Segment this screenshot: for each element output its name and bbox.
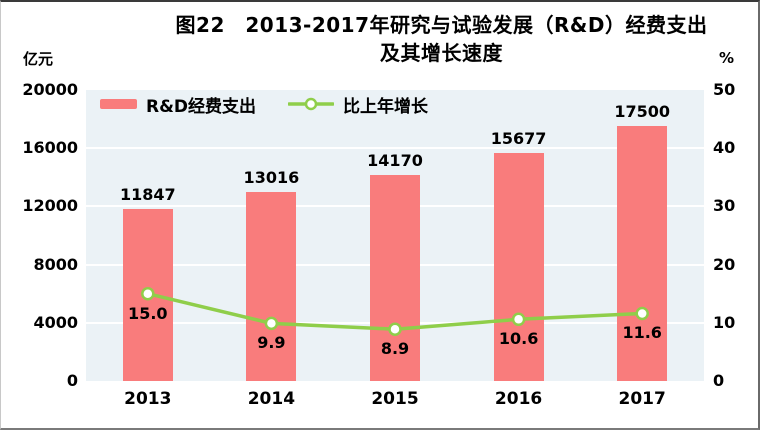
right-tick-10: 10 <box>713 312 736 332</box>
left-tick-12000: 12000 <box>22 196 78 216</box>
x-label-2016: 2016 <box>494 389 543 409</box>
bar-value-label-2014: 13016 <box>243 167 300 187</box>
growth-value-label-2016: 10.6 <box>498 329 539 349</box>
x-label-2017: 2017 <box>618 389 666 409</box>
chart-title: 图22 2013-2017年研究与试验发展（R&D）经费支出 及其增长速度 <box>129 11 754 67</box>
right-tick-30: 30 <box>713 196 736 216</box>
left-axis-tick-labels: 0 4000 8000 12000 16000 20000 <box>1 2 78 428</box>
left-tick-0: 0 <box>66 371 78 390</box>
x-label-2015: 2015 <box>371 389 419 409</box>
right-tick-20: 20 <box>713 254 736 274</box>
growth-marker-2013 <box>141 286 155 301</box>
growth-value-label-2013: 15.0 <box>128 303 168 323</box>
legend-line-series-label: 比上年增长 <box>343 96 429 117</box>
right-tick-50: 50 <box>713 80 736 99</box>
chart-title-line1: 图22 2013-2017年研究与试验发展（R&D）经费支出 <box>175 13 708 37</box>
left-tick-8000: 8000 <box>33 254 78 274</box>
growth-value-label-2014: 9.9 <box>257 333 286 353</box>
bar-2015 <box>370 174 420 381</box>
plot-area: R&D经费支出 比上年增长 11847 13016 14170 15677 17500 1… <box>86 90 704 381</box>
legend-bar-swatch <box>100 99 137 109</box>
growth-value-label-2017: 11.6 <box>622 323 662 343</box>
growth-marker-2016 <box>511 312 526 327</box>
left-tick-16000: 16000 <box>22 138 78 158</box>
x-label-2013: 2013 <box>124 389 172 409</box>
legend-line-marker-icon <box>288 97 335 111</box>
right-axis-unit-label: % <box>718 49 734 67</box>
bar-2014 <box>246 191 297 381</box>
bar-value-label-2017: 17500 <box>614 102 671 122</box>
gridline <box>86 147 704 150</box>
right-axis-tick-labels: 0 10 20 30 40 50 <box>713 2 758 428</box>
left-axis-unit-label: 亿元 <box>23 50 54 68</box>
bar-value-label-2016: 15677 <box>490 128 547 148</box>
x-label-2014: 2014 <box>247 389 296 409</box>
chart-title-line2: 及其增长速度 <box>380 41 503 65</box>
bar-2017 <box>617 126 668 381</box>
right-tick-40: 40 <box>713 138 736 158</box>
growth-line-series <box>141 286 649 336</box>
left-tick-4000: 4000 <box>33 312 78 332</box>
left-tick-20000: 20000 <box>22 80 78 99</box>
legend-bar-series-label: R&D经费支出 <box>146 96 257 117</box>
legend: R&D经费支出 比上年增长 <box>100 92 429 117</box>
bar-value-label-2015: 14170 <box>367 150 423 170</box>
growth-value-label-2015: 8.9 <box>380 339 410 359</box>
right-tick-0: 0 <box>713 371 725 390</box>
legend-marker-glyph <box>304 97 318 111</box>
growth-marker-2017 <box>635 306 649 321</box>
growth-marker-2014 <box>264 316 279 331</box>
bar-value-label-2013: 11847 <box>119 184 176 204</box>
bar-2016 <box>493 152 544 381</box>
growth-marker-2015 <box>388 322 402 336</box>
